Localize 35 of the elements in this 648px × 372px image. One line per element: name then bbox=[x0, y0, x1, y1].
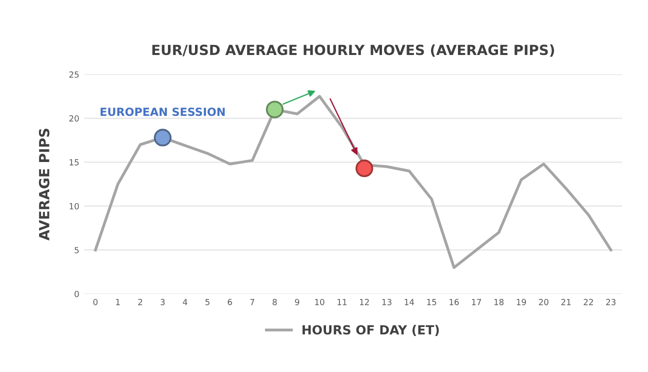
y-tick-label: 10 bbox=[70, 203, 79, 210]
chart-title: EUR/USD AVERAGE HOURLY MOVES (AVERAGE PIPS) bbox=[152, 44, 554, 57]
x-tick-label: 14 bbox=[404, 299, 414, 306]
x-tick-label: 13 bbox=[382, 298, 392, 306]
x-tick-label: 4 bbox=[182, 299, 188, 306]
x-tick-label: 23 bbox=[606, 298, 616, 306]
y-axis-title: AVERAGE PIPS bbox=[38, 128, 50, 240]
annotation: EUROPEAN SESSION bbox=[100, 108, 225, 116]
x-tick-label: 5 bbox=[205, 299, 210, 306]
x-tick-label: 7 bbox=[250, 299, 254, 306]
legend-label: HOURS OF DAY (ET) bbox=[302, 324, 439, 336]
y-tick-label: 15 bbox=[70, 159, 79, 166]
x-tick-label: 0 bbox=[93, 298, 98, 306]
y-tick-label: 20 bbox=[69, 115, 79, 122]
x-tick-label: 2 bbox=[138, 298, 142, 306]
x-tick-label: 12 bbox=[360, 298, 369, 306]
x-tick-label: 3 bbox=[160, 298, 165, 306]
x-tick-label: 6 bbox=[228, 298, 232, 306]
x-tick-label: 16 bbox=[450, 298, 459, 306]
y-tick-label: 5 bbox=[74, 247, 79, 254]
x-tick-label: 20 bbox=[538, 298, 548, 306]
x-tick-label: 1 bbox=[116, 299, 120, 306]
x-tick-label: 8 bbox=[272, 298, 277, 306]
x-tick-label: 18 bbox=[494, 298, 504, 306]
y-tick-label: 25 bbox=[69, 71, 79, 78]
x-tick-label: 15 bbox=[427, 299, 436, 306]
x-tick-label: 19 bbox=[516, 298, 526, 306]
x-tick-label: 11 bbox=[338, 299, 346, 306]
x-tick-label: 17 bbox=[472, 299, 482, 306]
x-tick-label: 9 bbox=[295, 298, 300, 306]
line-series bbox=[94, 94, 612, 269]
x-tick-label: 10 bbox=[315, 298, 324, 306]
x-tick-label: 21 bbox=[561, 298, 571, 306]
y-tick-label: 0 bbox=[74, 290, 79, 298]
x-tick-label: 22 bbox=[584, 298, 593, 306]
